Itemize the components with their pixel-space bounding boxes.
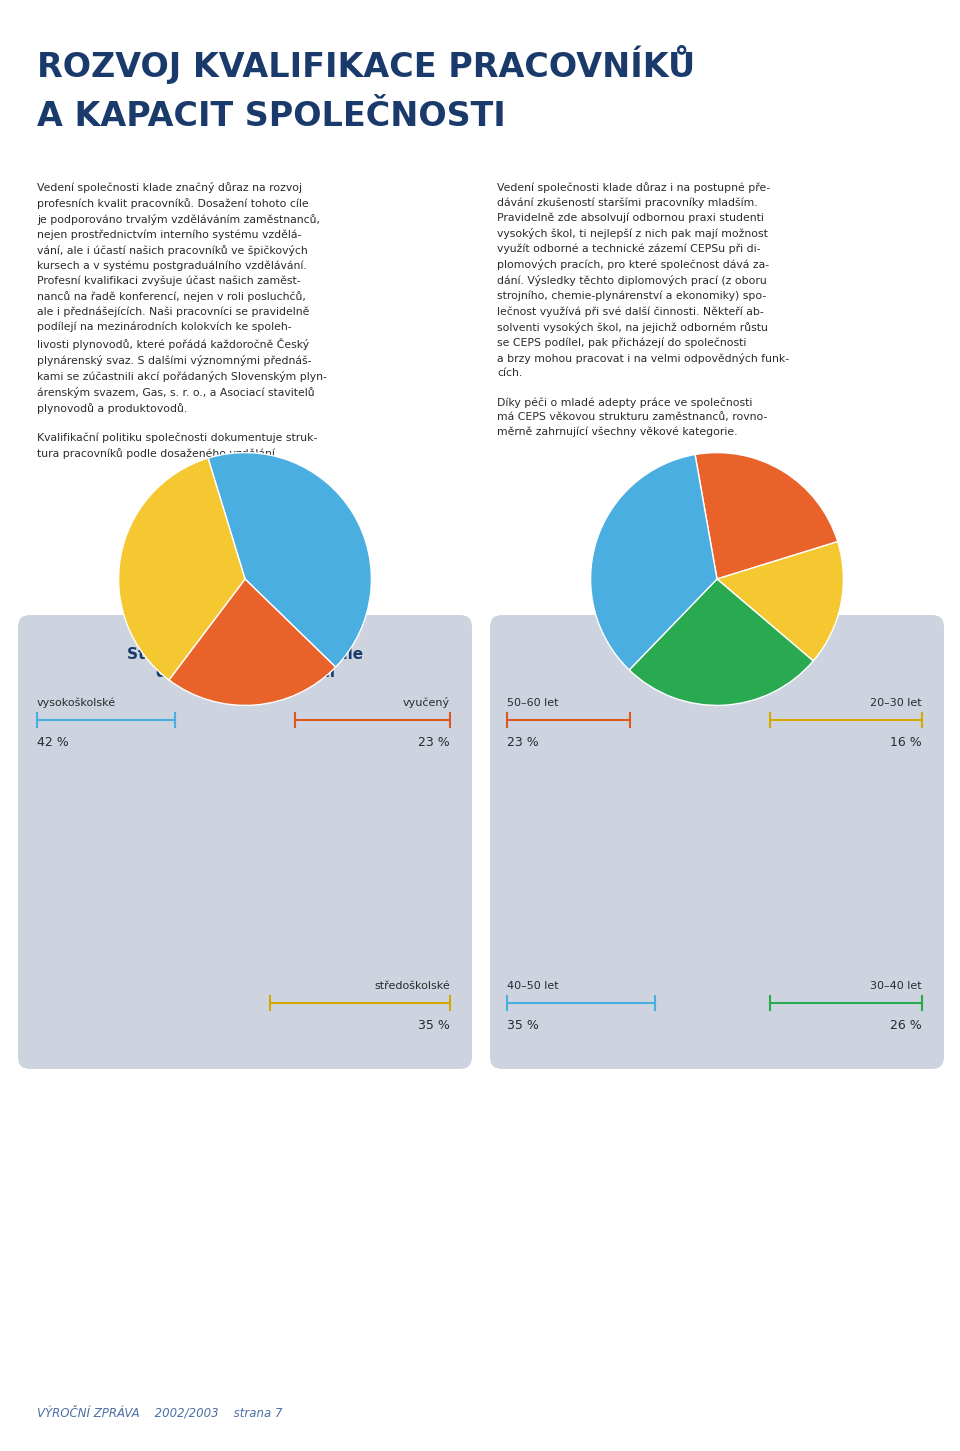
- Text: Vedení společnosti klade důraz i na postupné pře-
dávání zkušeností staršími pra: Vedení společnosti klade důraz i na post…: [497, 181, 789, 437]
- Text: 50–60 let: 50–60 let: [507, 698, 559, 708]
- Text: 26 %: 26 %: [890, 1019, 922, 1032]
- Text: 42 %: 42 %: [37, 736, 69, 749]
- Wedge shape: [695, 453, 838, 579]
- Text: Struktura pracovníků podle: Struktura pracovníků podle: [127, 646, 363, 662]
- Text: dosaženého vzdělání: dosaženého vzdělání: [156, 665, 334, 681]
- Text: středoškolské: středoškolské: [374, 981, 450, 991]
- FancyBboxPatch shape: [490, 615, 944, 1069]
- Text: Vedení společnosti klade značný důraz na rozvoj
profesních kvalit pracovníků. Do: Vedení společnosti klade značný důraz na…: [37, 181, 326, 459]
- Text: 35 %: 35 %: [507, 1019, 539, 1032]
- Text: 35 %: 35 %: [419, 1019, 450, 1032]
- Text: A KAPACIT SPOLEČNOSTI: A KAPACIT SPOLEČNOSTI: [37, 100, 506, 133]
- Text: vyučený: vyučený: [403, 696, 450, 708]
- Text: 16 %: 16 %: [890, 736, 922, 749]
- Text: 30–40 let: 30–40 let: [871, 981, 922, 991]
- FancyBboxPatch shape: [18, 615, 472, 1069]
- Text: 23 %: 23 %: [507, 736, 539, 749]
- Text: 23 %: 23 %: [419, 736, 450, 749]
- Text: 40–50 let: 40–50 let: [507, 981, 559, 991]
- Wedge shape: [717, 541, 844, 660]
- Wedge shape: [590, 454, 717, 670]
- Wedge shape: [629, 579, 813, 705]
- Text: vysokoškolské: vysokoškolské: [37, 698, 116, 708]
- Wedge shape: [169, 579, 336, 705]
- Text: Struktura pracovníků: Struktura pracovníků: [625, 646, 808, 662]
- Wedge shape: [208, 453, 372, 667]
- Text: VÝROČNÍ ZPRÁVA    2002/2003    strana 7: VÝROČNÍ ZPRÁVA 2002/2003 strana 7: [37, 1406, 282, 1421]
- Wedge shape: [119, 459, 245, 681]
- Text: ROZVOJ KVALIFIKACE PRACOVNÍKŮ: ROZVOJ KVALIFIKACE PRACOVNÍKŮ: [37, 45, 695, 84]
- Text: podle věku: podle věku: [670, 665, 764, 681]
- Text: 20–30 let: 20–30 let: [871, 698, 922, 708]
